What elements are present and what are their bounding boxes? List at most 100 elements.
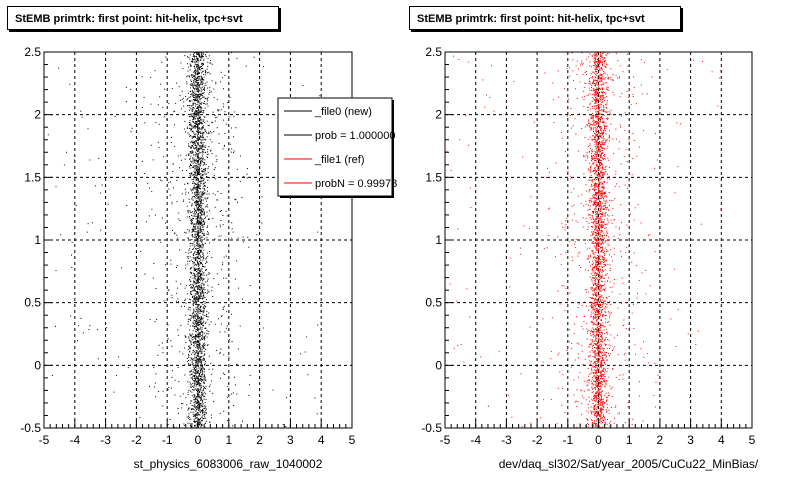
- scatter-point: [197, 355, 199, 356]
- scatter-point: [141, 107, 143, 108]
- scatter-point: [598, 162, 600, 163]
- scatter-point: [590, 115, 592, 117]
- scatter-point: [605, 239, 607, 241]
- scatter-point: [184, 347, 186, 349]
- scatter-point: [203, 294, 205, 296]
- scatter-point: [207, 124, 209, 126]
- scatter-point: [205, 168, 207, 169]
- scatter-point: [207, 72, 208, 74]
- scatter-point: [184, 120, 186, 122]
- scatter-point: [600, 171, 602, 173]
- scatter-point: [192, 286, 194, 288]
- scatter-point: [596, 379, 597, 381]
- scatter-point: [229, 143, 231, 145]
- scatter-point: [619, 374, 621, 376]
- scatter-point: [194, 336, 196, 338]
- scatter-point: [196, 406, 198, 408]
- scatter-point: [195, 282, 197, 284]
- scatter-point: [545, 176, 547, 178]
- scatter-point: [598, 86, 599, 88]
- scatter-point: [193, 326, 195, 328]
- scatter-point: [203, 132, 205, 134]
- scatter-point: [203, 87, 205, 89]
- scatter-point: [194, 147, 196, 149]
- scatter-point: [202, 126, 204, 128]
- scatter-point: [199, 256, 201, 258]
- scatter-point: [601, 226, 602, 228]
- scatter-point: [198, 230, 200, 232]
- scatter-point: [470, 206, 472, 208]
- scatter-point: [200, 274, 202, 276]
- scatter-point: [208, 368, 210, 370]
- scatter-point: [596, 236, 598, 238]
- scatter-point: [589, 136, 591, 138]
- scatter-point: [599, 313, 601, 315]
- scatter-point: [198, 276, 200, 278]
- scatter-point: [206, 193, 208, 195]
- scatter-point: [198, 253, 199, 255]
- scatter-point: [209, 218, 210, 220]
- scatter-point: [592, 411, 594, 413]
- scatter-point: [196, 218, 198, 220]
- x-tick-label: 3: [287, 433, 294, 447]
- scatter-point: [194, 127, 196, 129]
- scatter-point: [197, 216, 199, 218]
- scatter-point: [203, 103, 205, 105]
- scatter-point: [187, 105, 188, 107]
- scatter-point: [190, 341, 192, 342]
- scatter-point: [188, 66, 190, 68]
- scatter-point: [197, 184, 199, 186]
- scatter-point: [201, 82, 203, 84]
- scatter-point: [200, 379, 202, 381]
- scatter-point: [198, 53, 200, 55]
- scatter-point: [192, 109, 194, 111]
- scatter-point: [203, 88, 205, 90]
- scatter-point: [201, 62, 203, 64]
- scatter-point: [192, 102, 194, 104]
- scatter-point: [195, 421, 197, 422]
- scatter-point: [601, 301, 603, 303]
- scatter-point: [593, 80, 595, 82]
- scatter-point: [590, 418, 592, 420]
- scatter-point: [235, 198, 237, 200]
- scatter-point: [201, 345, 203, 347]
- scatter-point: [599, 199, 601, 201]
- scatter-point: [198, 52, 200, 54]
- scatter-point: [208, 291, 210, 293]
- scatter-point: [594, 65, 596, 67]
- scatter-point: [189, 101, 191, 102]
- scatter-point: [199, 56, 201, 58]
- scatter-point: [196, 187, 198, 189]
- scatter-point: [191, 100, 193, 102]
- scatter-point: [196, 423, 198, 425]
- scatter-point: [261, 196, 263, 198]
- scatter-point: [197, 393, 198, 395]
- scatter-point: [198, 187, 200, 189]
- scatter-point: [601, 296, 603, 298]
- scatter-point: [199, 371, 201, 373]
- scatter-point: [188, 413, 190, 415]
- scatter-point: [196, 390, 198, 391]
- scatter-point: [200, 398, 202, 400]
- scatter-point: [204, 122, 206, 124]
- scatter-point: [197, 188, 199, 190]
- scatter-point: [190, 344, 192, 345]
- scatter-point: [98, 157, 100, 159]
- scatter-point: [193, 66, 195, 68]
- scatter-point: [194, 269, 196, 271]
- scatter-point: [183, 128, 185, 130]
- scatter-point: [600, 284, 602, 286]
- scatter-point: [82, 332, 84, 334]
- scatter-point: [192, 243, 194, 244]
- scatter-point: [194, 56, 195, 58]
- scatter-point: [189, 419, 191, 421]
- scatter-point: [194, 165, 196, 167]
- scatter-point: [195, 172, 197, 174]
- scatter-point: [193, 96, 195, 98]
- scatter-point: [188, 76, 190, 78]
- scatter-point: [599, 414, 601, 416]
- scatter-point: [206, 120, 208, 122]
- scatter-point: [204, 147, 206, 148]
- scatter-point: [193, 166, 195, 168]
- scatter-point: [199, 409, 201, 411]
